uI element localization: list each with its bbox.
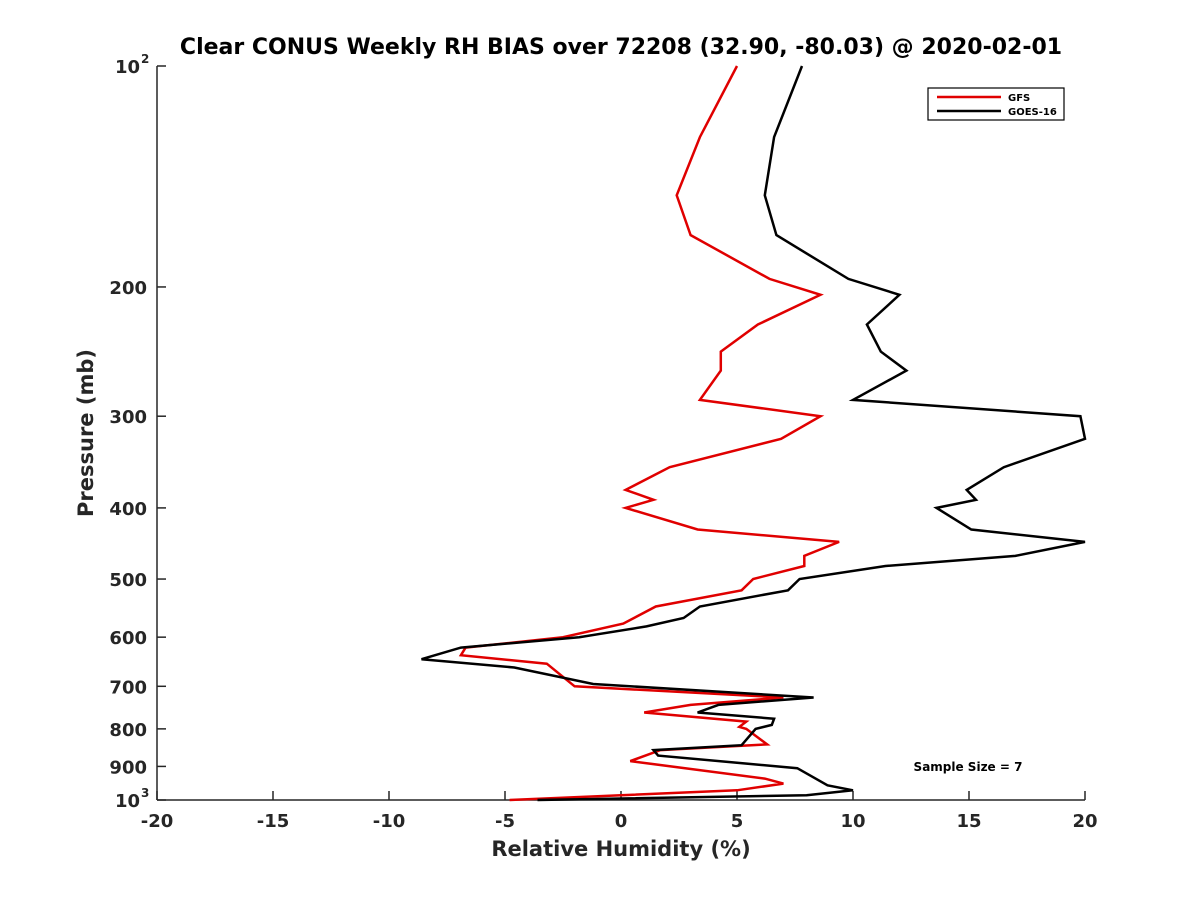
- y-tick-label: 300: [109, 407, 147, 428]
- chart-title: Clear CONUS Weekly RH BIAS over 72208 (3…: [180, 35, 1062, 60]
- legend-label-goes-16: GOES-16: [1008, 107, 1057, 118]
- y-tick-label: 700: [109, 677, 147, 698]
- y-tick-label: 800: [109, 720, 147, 741]
- y-tick-label: 400: [109, 499, 147, 520]
- x-tick-label: 15: [956, 811, 981, 832]
- legend: GFS GOES-16: [927, 87, 1065, 121]
- y-tick-label: 600: [109, 628, 147, 649]
- x-tick-label: -10: [373, 811, 406, 832]
- series-line-goes-16: [421, 65, 1087, 802]
- x-tick-label: 10: [840, 811, 865, 832]
- y-tick-label: 200: [109, 278, 147, 299]
- x-tick-label: 0: [615, 811, 628, 832]
- y-tick-label: 10: [115, 791, 140, 812]
- sample-size-annotation: Sample Size = 7: [914, 760, 1023, 774]
- x-axis-label: Relative Humidity (%): [491, 837, 750, 861]
- y-tick-label: 900: [109, 757, 147, 778]
- legend-box: [927, 87, 1065, 121]
- x-tick-label: -15: [257, 811, 290, 832]
- y-tick-exponent: 3: [141, 786, 149, 800]
- y-tick-exponent: 2: [141, 52, 149, 66]
- x-tick-label: 5: [731, 811, 744, 832]
- series-line-gfs: [458, 65, 840, 802]
- y-axis-label: Pressure (mb): [74, 349, 98, 517]
- y-tick-label: 10: [115, 57, 140, 78]
- x-tick-label: 20: [1072, 811, 1097, 832]
- y-tick-label: 500: [109, 570, 147, 591]
- x-tick-label: -20: [141, 811, 174, 832]
- x-tick-label: -5: [495, 811, 515, 832]
- legend-label-gfs: GFS: [1008, 93, 1030, 104]
